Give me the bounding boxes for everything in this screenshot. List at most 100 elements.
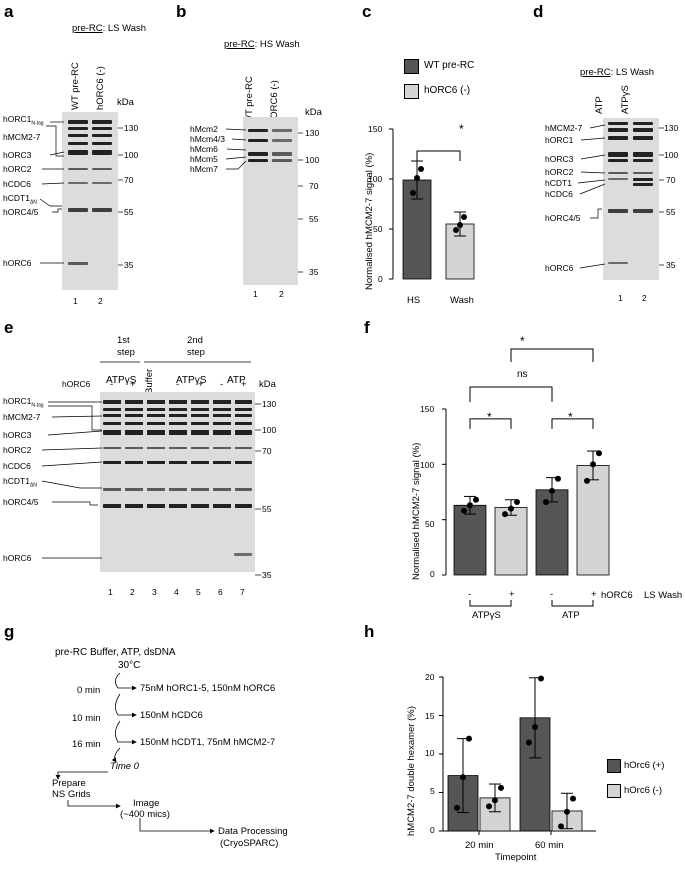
data-point xyxy=(453,227,459,233)
lane-number: 4 xyxy=(174,587,179,597)
data-point xyxy=(457,222,463,228)
gel-image xyxy=(603,118,659,280)
significance-star: * xyxy=(487,410,492,424)
data-point xyxy=(466,735,472,742)
data-point xyxy=(492,797,498,804)
marker-label: 130 xyxy=(262,399,277,409)
kda-label: kDa xyxy=(305,107,322,118)
sign-plus: + xyxy=(198,379,204,390)
flow-step: (~400 mics) xyxy=(120,809,170,820)
data-point xyxy=(543,498,549,505)
legend-label-plus: hOrc6 (+) xyxy=(624,760,665,771)
y-tick-label: 150 xyxy=(368,124,383,134)
lane-number: 2 xyxy=(98,296,103,306)
data-point xyxy=(555,475,561,482)
data-point xyxy=(418,166,424,172)
significance-bracket xyxy=(510,348,594,362)
significance-star: * xyxy=(520,334,525,348)
data-point xyxy=(590,461,596,468)
data-point xyxy=(564,808,570,815)
marker-label: 100 xyxy=(305,155,320,165)
data-point xyxy=(473,496,479,503)
protein-label: hORC1N-tag xyxy=(3,396,44,409)
gel-image xyxy=(100,392,255,572)
lane-number: 1 xyxy=(73,296,78,306)
data-point xyxy=(461,507,467,514)
lane-number: 5 xyxy=(196,587,201,597)
flow-addition: 150nM hCDC6 xyxy=(140,710,203,721)
x-tick-label: HS xyxy=(407,295,421,306)
y-tick-label: 5 xyxy=(430,786,435,796)
legend-swatch-minus xyxy=(404,84,419,99)
marker-label: 70 xyxy=(124,175,134,185)
legend-label-minus: hORC6 (-) xyxy=(424,85,471,96)
protein-label: hCDC6 xyxy=(545,189,573,199)
marker-label: 130 xyxy=(305,128,320,138)
data-point xyxy=(558,823,564,830)
marker-label: 55 xyxy=(666,207,676,217)
group-label: ATP xyxy=(562,610,580,621)
marker-label: 55 xyxy=(262,504,272,514)
data-point xyxy=(526,739,532,746)
data-point xyxy=(532,724,538,731)
data-point xyxy=(414,175,420,181)
protein-label: hMcm4/3 xyxy=(190,134,225,144)
protein-label: hMcm6 xyxy=(190,144,218,154)
gel-image xyxy=(243,117,298,285)
group-label: ATPγS xyxy=(472,610,501,621)
group-bracket xyxy=(551,600,594,607)
y-tick-label: 10 xyxy=(425,748,435,758)
y-tick-label: 50 xyxy=(373,224,383,234)
data-point xyxy=(502,511,508,518)
flow-addition: 75nM hORC1-5, 150nM hORC6 xyxy=(140,683,276,694)
lane-number: 1 xyxy=(108,587,113,597)
protein-label: hMcm2 xyxy=(190,124,218,134)
significance-bracket xyxy=(469,418,512,429)
ls-wash-label: LS Wash xyxy=(644,590,683,601)
sign-minus: - xyxy=(220,379,224,390)
lane-number: 2 xyxy=(130,587,135,597)
lane-number: 7 xyxy=(240,587,245,597)
x-tick-label: Wash xyxy=(450,295,474,306)
protein-label: hORC6 xyxy=(545,263,574,273)
lane-number: 6 xyxy=(218,587,223,597)
marker-label: 35 xyxy=(309,267,319,277)
y-tick-label: 0 xyxy=(430,825,435,835)
data-point xyxy=(538,675,544,682)
flow-step: NS Grids xyxy=(52,789,91,800)
sign-plus: + xyxy=(509,589,515,600)
marker-label: 55 xyxy=(309,214,319,224)
y-tick-label: 0 xyxy=(430,569,435,579)
lane-number: 3 xyxy=(152,587,157,597)
y-tick-label: 0 xyxy=(378,274,383,284)
protein-label: hCDT1 xyxy=(545,178,572,188)
protein-label: hORC4/5 xyxy=(3,207,39,217)
bar xyxy=(453,504,487,576)
protein-label: hORC1 xyxy=(545,135,574,145)
protein-label: hCDC6 xyxy=(3,461,31,471)
flow-temperature: 30°C xyxy=(118,660,141,671)
marker-label: 100 xyxy=(262,425,277,435)
data-point xyxy=(454,804,460,811)
protein-label: hORC6 xyxy=(3,553,32,563)
step-label: 1st xyxy=(117,335,130,346)
protein-label: hORC3 xyxy=(3,430,32,440)
flow-step: Data Processing xyxy=(218,826,288,837)
data-point xyxy=(549,487,555,494)
gel-image xyxy=(62,112,118,290)
flow-step: Prepare xyxy=(52,778,86,789)
panel-label: e xyxy=(4,318,14,337)
lane-number: 1 xyxy=(618,293,623,303)
marker-label: 70 xyxy=(666,175,676,185)
significance-bracket xyxy=(469,386,553,402)
marker-label: 35 xyxy=(666,260,676,270)
data-point xyxy=(498,784,504,791)
sign-minus: - xyxy=(468,589,472,600)
protein-label: hMCM2-7 xyxy=(3,412,41,422)
